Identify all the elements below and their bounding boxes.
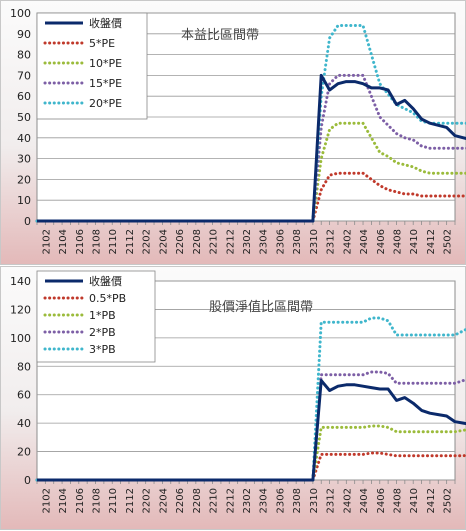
x-tick-label: 2410 — [409, 488, 420, 513]
x-tick-label: 2310 — [309, 229, 320, 254]
legend-label: 收盤價 — [89, 16, 122, 30]
x-tick-label: 2402 — [342, 488, 353, 513]
x-tick-label: 2112 — [125, 488, 136, 513]
x-tick-label: 2402 — [342, 229, 353, 254]
legend-label: 5*PE — [89, 37, 115, 50]
x-tick-label: 2308 — [292, 229, 303, 254]
x-tick-label: 2312 — [326, 229, 337, 254]
series-line-0 — [37, 73, 466, 223]
legend-label: 15*PE — [89, 77, 122, 90]
y-tick-label: 40 — [17, 132, 31, 145]
chart-title: 本益比區間帶 — [181, 28, 259, 43]
x-tick-label: 2108 — [92, 229, 103, 254]
x-tick-label: 2108 — [92, 488, 103, 513]
x-tick-label: 2406 — [376, 488, 387, 513]
x-tick-label: 2412 — [426, 229, 437, 254]
x-tick-label: 2210 — [209, 488, 220, 513]
pb-band-chart: 0 20 40 60 80 100 120 140 2102 2104 2106 2108 2110 21… — [10, 270, 466, 513]
x-tick-label: 2306 — [275, 229, 286, 254]
x-tick-label: 2502 — [443, 488, 454, 513]
x-tick-label: 2410 — [409, 229, 420, 254]
y-tick-label: 90 — [17, 28, 31, 41]
y-tick-label: 70 — [17, 69, 31, 82]
x-tick-label: 2206 — [175, 229, 186, 254]
x-tick-label: 2208 — [192, 229, 203, 254]
x-tick-label: 2102 — [41, 229, 52, 254]
legend-label: 2*PB — [89, 326, 116, 339]
x-tick-label: 2302 — [242, 229, 253, 254]
pb-band-chart-panel: 0 20 40 60 80 100 120 140 2102 2104 2106 2108 2110 21… — [0, 266, 466, 530]
y-tick-label: 140 — [10, 275, 31, 288]
series-line-0 — [37, 379, 466, 482]
x-tick-label: 2112 — [125, 229, 136, 254]
y-tick-label: 100 — [10, 332, 31, 345]
x-tick-label: 2412 — [426, 488, 437, 513]
x-tick-label: 2312 — [326, 488, 337, 513]
legend-label: 20*PE — [89, 97, 122, 110]
y-tick-label: 30 — [17, 153, 31, 166]
x-tick-label: 2210 — [209, 229, 220, 254]
x-tick-label: 2304 — [259, 229, 270, 254]
y-tick-label: 20 — [17, 173, 31, 186]
legend-label: 3*PB — [89, 343, 116, 356]
x-tick-label: 2304 — [259, 488, 270, 513]
legend-label: 0.5*PB — [89, 292, 126, 305]
legend-label: 1*PB — [89, 309, 116, 322]
x-tick-label: 2404 — [359, 229, 370, 254]
x-tick-label: 2208 — [192, 488, 203, 513]
y-tick-label: 20 — [17, 446, 31, 459]
x-tick-label: 2310 — [309, 488, 320, 513]
x-tick-label: 2106 — [75, 488, 86, 513]
x-tick-label: 2212 — [225, 229, 236, 254]
x-tick-label: 2104 — [58, 229, 69, 254]
x-tick-label: 2202 — [142, 488, 153, 513]
x-tick-label: 2102 — [41, 488, 52, 513]
x-tick-label: 2406 — [376, 229, 387, 254]
y-tick-label: 60 — [17, 90, 31, 103]
x-tick-label: 2110 — [108, 229, 119, 254]
x-tick-label: 2110 — [108, 488, 119, 513]
x-tick-label: 2408 — [392, 488, 403, 513]
y-tick-label: 10 — [17, 194, 31, 207]
y-tick-label: 0 — [24, 215, 31, 228]
x-tick-label: 2408 — [392, 229, 403, 254]
y-tick-label: 80 — [17, 49, 31, 62]
y-tick-label: 60 — [17, 389, 31, 402]
legend-box — [36, 12, 148, 120]
x-tick-label: 2308 — [292, 488, 303, 513]
legend-label: 收盤價 — [89, 274, 122, 288]
x-tick-label: 2502 — [443, 229, 454, 254]
x-tick-label: 2302 — [242, 488, 253, 513]
y-tick-label: 80 — [17, 360, 31, 373]
legend-box — [36, 270, 156, 363]
pe-band-chart-panel: 0 10 20 30 40 50 60 70 80 90 100 2102 2104 2106 2108 21… — [0, 0, 466, 265]
legend-label: 10*PE — [89, 57, 122, 70]
x-tick-label: 2212 — [225, 488, 236, 513]
x-tick-label: 2204 — [158, 229, 169, 254]
chart-title: 股價淨值比區間帶 — [209, 299, 313, 315]
y-tick-label: 100 — [10, 7, 31, 20]
y-tick-label: 40 — [17, 417, 31, 430]
x-tick-label: 2404 — [359, 488, 370, 513]
x-tick-label: 2204 — [158, 488, 169, 513]
x-tick-label: 2202 — [142, 229, 153, 254]
x-tick-label: 2306 — [275, 488, 286, 513]
pe-band-chart: 0 10 20 30 40 50 60 70 80 90 100 2102 2104 2106 2108 21… — [10, 7, 466, 254]
x-tick-label: 2206 — [175, 488, 186, 513]
x-tick-label: 2104 — [58, 488, 69, 513]
y-tick-label: 50 — [17, 111, 31, 124]
y-tick-label: 120 — [10, 303, 31, 316]
y-tick-label: 0 — [24, 474, 31, 487]
x-tick-label: 2106 — [75, 229, 86, 254]
